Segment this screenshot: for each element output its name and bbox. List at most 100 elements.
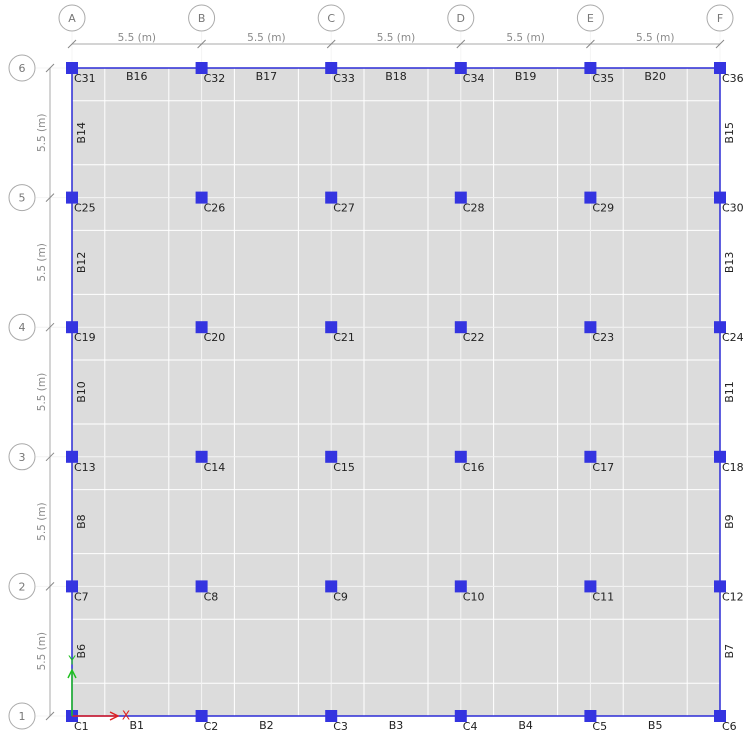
column bbox=[195, 710, 208, 722]
column bbox=[584, 450, 597, 463]
column-label: C5 bbox=[592, 720, 607, 733]
column-label: C12 bbox=[722, 590, 744, 603]
grid-label: B bbox=[198, 12, 206, 25]
dimension-label: 5.5 (m) bbox=[247, 32, 285, 44]
beam-label: B12 bbox=[75, 252, 88, 274]
column-label: C30 bbox=[722, 202, 744, 215]
dimension-label: 5.5 (m) bbox=[636, 32, 674, 44]
beam-label: B5 bbox=[648, 719, 663, 732]
column-label: C16 bbox=[463, 461, 485, 474]
grid-bubble bbox=[8, 702, 36, 730]
grid-bubble bbox=[706, 4, 734, 32]
column-label: C18 bbox=[722, 461, 744, 474]
column bbox=[584, 62, 597, 74]
dimension-label: 5.5 (m) bbox=[36, 114, 48, 152]
grid-label: F bbox=[717, 12, 723, 25]
beam-label: B14 bbox=[75, 122, 88, 144]
column bbox=[584, 321, 597, 334]
beam-label: B13 bbox=[723, 252, 736, 274]
grid-bubble bbox=[8, 184, 36, 212]
beam-label: B15 bbox=[723, 122, 736, 144]
beam-label: B2 bbox=[259, 719, 274, 732]
column-label: C35 bbox=[592, 72, 614, 85]
grid-bubble bbox=[447, 4, 475, 32]
column bbox=[325, 450, 338, 463]
beam-label: B7 bbox=[723, 644, 736, 659]
column-label: C3 bbox=[333, 720, 348, 733]
beam-label: B10 bbox=[75, 381, 88, 403]
column-label: C1 bbox=[74, 720, 89, 733]
grid-label: 2 bbox=[19, 580, 26, 593]
grid-label: 3 bbox=[19, 451, 26, 464]
column-label: C10 bbox=[463, 590, 485, 603]
column-label: C14 bbox=[204, 461, 226, 474]
beam-label: B9 bbox=[723, 514, 736, 529]
column-label: C24 bbox=[722, 331, 744, 344]
grid-label: A bbox=[68, 12, 76, 25]
dimension-tick bbox=[326, 39, 336, 49]
column-label: C13 bbox=[74, 461, 96, 474]
x-axis-label: X bbox=[122, 709, 130, 723]
grid-bubble bbox=[188, 4, 216, 32]
column-label: C23 bbox=[592, 331, 614, 344]
column-label: C6 bbox=[722, 720, 737, 733]
column-label: C8 bbox=[204, 590, 219, 603]
column-label: C17 bbox=[592, 461, 614, 474]
grid-label: 5 bbox=[19, 192, 26, 205]
column bbox=[714, 321, 726, 334]
grid-label: 6 bbox=[19, 62, 26, 75]
beam-label: B4 bbox=[518, 719, 533, 732]
column bbox=[584, 191, 597, 204]
dimension-label: 5.5 (m) bbox=[36, 632, 48, 670]
column-label: C34 bbox=[463, 72, 485, 85]
column bbox=[195, 62, 208, 74]
beam-label: B19 bbox=[515, 70, 537, 83]
dimension-tick bbox=[45, 63, 55, 73]
beam-label: B16 bbox=[126, 70, 148, 83]
grid-bubble bbox=[8, 443, 36, 471]
beam-label: B8 bbox=[75, 514, 88, 529]
column bbox=[325, 580, 338, 593]
column bbox=[195, 580, 208, 593]
column-label: C7 bbox=[74, 590, 89, 603]
column-label: C15 bbox=[333, 461, 355, 474]
column bbox=[584, 710, 597, 722]
column bbox=[714, 191, 726, 204]
grid-bubble bbox=[317, 4, 345, 32]
column-label: C32 bbox=[204, 72, 226, 85]
column bbox=[195, 191, 208, 204]
dimension-tick bbox=[586, 39, 595, 49]
column bbox=[325, 62, 338, 74]
slab bbox=[72, 68, 720, 716]
column bbox=[325, 191, 338, 204]
y-axis-head bbox=[67, 668, 77, 679]
column bbox=[66, 191, 78, 204]
column-label: C9 bbox=[333, 590, 348, 603]
grid-bubble bbox=[8, 313, 36, 341]
column bbox=[714, 580, 726, 593]
dimension-label: 5.5 (m) bbox=[36, 243, 48, 281]
column bbox=[454, 580, 467, 593]
column bbox=[454, 321, 467, 334]
column-label: C21 bbox=[333, 331, 355, 344]
dimension-tick bbox=[45, 452, 55, 462]
grid-label: C bbox=[327, 12, 335, 25]
grid-label: 4 bbox=[19, 321, 26, 334]
dimension-tick bbox=[45, 193, 55, 202]
beam-label: B18 bbox=[385, 70, 407, 83]
column bbox=[195, 321, 208, 334]
column bbox=[454, 450, 467, 463]
grid-label: E bbox=[587, 12, 594, 25]
beam-label: B6 bbox=[75, 644, 88, 659]
column-label: C28 bbox=[463, 202, 485, 215]
column-label: C27 bbox=[333, 202, 355, 215]
dimension-label: 5.5 (m) bbox=[506, 32, 544, 44]
beam-label: B17 bbox=[256, 70, 278, 83]
column bbox=[714, 62, 726, 74]
column-label: C26 bbox=[204, 202, 226, 215]
column-label: C29 bbox=[592, 202, 614, 215]
column bbox=[325, 321, 338, 334]
column bbox=[66, 321, 78, 334]
grid-label: 1 bbox=[19, 710, 26, 723]
column-label: C19 bbox=[74, 331, 96, 344]
